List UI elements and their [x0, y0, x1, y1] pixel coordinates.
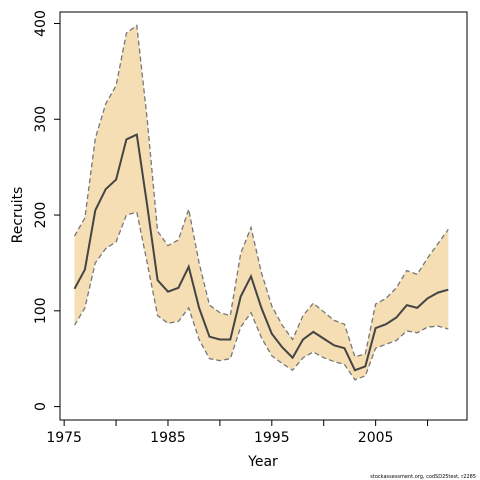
y-tick-label: 200 — [33, 202, 49, 229]
confidence-band — [74, 25, 449, 380]
x-axis-label: Year — [247, 454, 278, 470]
x-tick-label: 1975 — [46, 430, 82, 446]
x-tick-label: 2005 — [358, 430, 394, 446]
footnote: stockassessment.org, codSD25test, r2285 — [370, 474, 476, 480]
y-tick-label: 0 — [33, 402, 49, 411]
bound-line — [73, 211, 449, 381]
plot-frame — [59, 11, 468, 421]
y-axis-label: Recruits — [10, 187, 26, 244]
x-tick-label: 1985 — [150, 430, 186, 446]
bound-line — [73, 24, 449, 358]
y-tick-label: 400 — [33, 10, 49, 37]
y-tick-label: 100 — [33, 297, 49, 324]
y-tick-label: 300 — [33, 106, 49, 133]
x-tick-label: 1995 — [254, 430, 290, 446]
estimate-line — [73, 133, 449, 372]
